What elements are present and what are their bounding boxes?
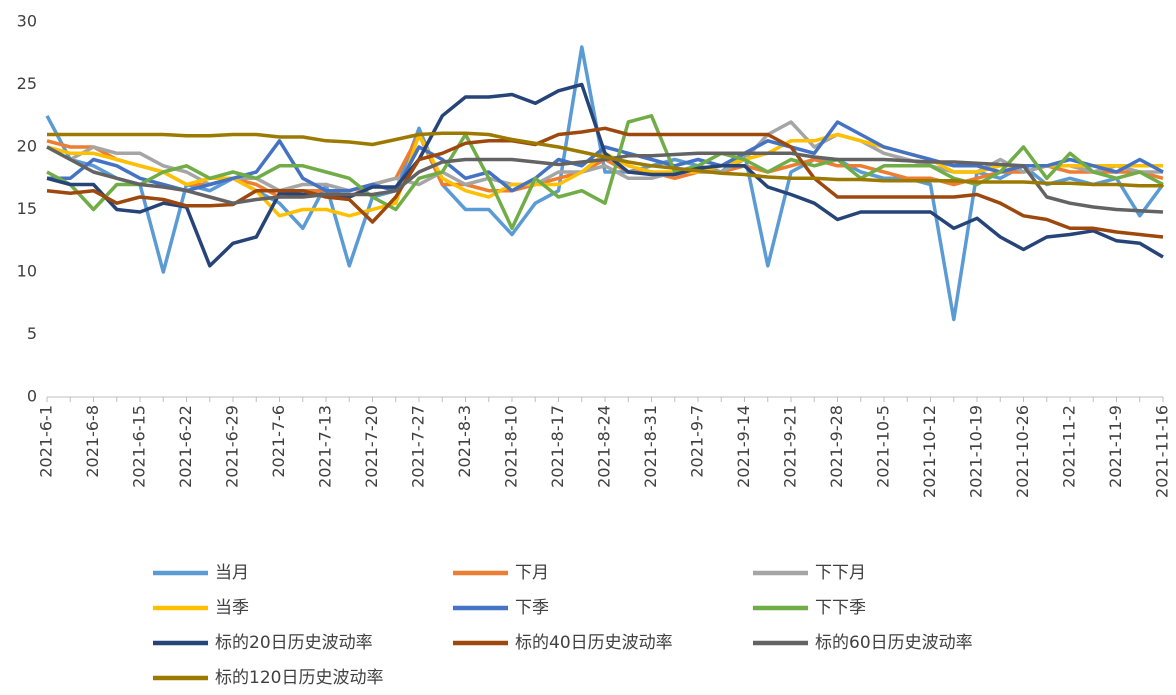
x-tick-label: 2021-6-8 <box>83 405 102 478</box>
legend-label: 当月 <box>215 563 249 583</box>
x-tick-label: 2021-7-20 <box>362 405 381 488</box>
x-tick-label: 2021-7-6 <box>269 405 288 478</box>
x-tick-label: 2021-7-27 <box>409 405 428 488</box>
legend-label: 标的120日历史波动率 <box>215 668 383 688</box>
legend-label: 标的40日历史波动率 <box>515 633 673 653</box>
x-tick-label: 2021-9-21 <box>781 405 800 488</box>
y-tick-label: 30 <box>17 12 37 31</box>
legend-label: 下月 <box>515 563 549 583</box>
y-tick-label: 20 <box>17 137 37 156</box>
x-tick-label: 2021-8-17 <box>548 405 567 488</box>
legend-label: 下季 <box>515 598 549 618</box>
y-tick-label: 10 <box>17 262 37 281</box>
y-tick-label: 25 <box>17 74 37 93</box>
x-tick-label: 2021-10-12 <box>920 405 939 498</box>
x-tick-label: 2021-9-28 <box>827 405 846 488</box>
x-tick-label: 2021-7-13 <box>316 405 335 488</box>
x-tick-label: 2021-6-15 <box>130 405 149 488</box>
x-tick-label: 2021-11-2 <box>1060 405 1079 488</box>
series-line <box>46 114 1164 231</box>
x-tick-label: 2021-6-22 <box>176 405 195 488</box>
legend-label: 下下季 <box>815 598 866 618</box>
x-tick-label: 2021-11-9 <box>1106 405 1125 488</box>
y-tick-label: 15 <box>17 199 37 218</box>
x-tick-label: 2021-6-29 <box>223 405 242 488</box>
x-tick-label: 2021-10-19 <box>967 405 986 498</box>
x-tick-label: 2021-9-7 <box>688 405 707 478</box>
x-tick-label: 2021-9-14 <box>734 405 753 488</box>
x-tick-label: 2021-8-24 <box>595 405 614 488</box>
x-tick-label: 2021-11-16 <box>1153 405 1172 498</box>
x-tick-label: 2021-8-3 <box>455 405 474 478</box>
x-tick-label: 2021-6-1 <box>37 405 56 478</box>
legend-label: 当季 <box>215 598 249 618</box>
y-tick-label: 0 <box>27 387 37 406</box>
series-line <box>46 145 1164 214</box>
x-tick-label: 2021-10-5 <box>874 405 893 488</box>
series-line <box>46 82 1164 268</box>
legend-label: 标的20日历史波动率 <box>215 633 373 653</box>
x-tick-label: 2021-8-31 <box>641 405 660 488</box>
y-tick-label: 5 <box>27 324 37 343</box>
legend-label: 标的60日历史波动率 <box>815 633 973 653</box>
x-tick-label: 2021-10-26 <box>1013 405 1032 498</box>
series-line <box>47 120 1164 193</box>
x-tick-label: 2021-8-10 <box>502 405 521 488</box>
legend-label: 下下月 <box>815 563 866 583</box>
series-line <box>47 131 1163 188</box>
